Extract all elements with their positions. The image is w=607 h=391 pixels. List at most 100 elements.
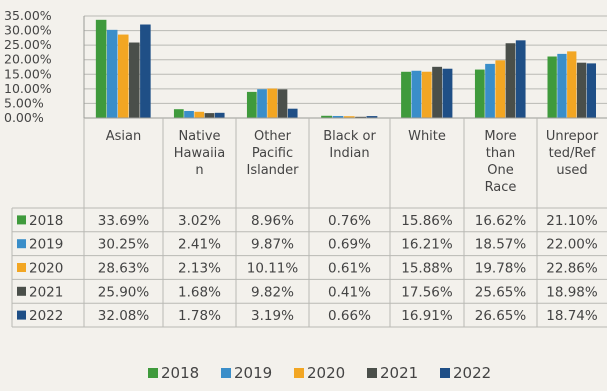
table-cell-value: 0.69% xyxy=(328,237,371,253)
category-label: Race xyxy=(485,180,517,195)
row-header-label: 2020 xyxy=(29,261,63,277)
category-label: Other xyxy=(254,129,292,144)
bar xyxy=(287,108,298,118)
table-cell-value: 0.66% xyxy=(328,308,371,324)
table-cell-value: 8.96% xyxy=(251,213,294,229)
table-cell-value: 22.86% xyxy=(546,261,598,277)
category-label: White xyxy=(408,129,446,144)
bar xyxy=(257,89,267,118)
legend-label: 2022 xyxy=(453,364,491,382)
row-header-label: 2019 xyxy=(29,237,63,253)
bar xyxy=(129,42,140,118)
table-cell-value: 25.65% xyxy=(475,284,527,300)
table-cell-value: 3.02% xyxy=(178,213,221,229)
bar xyxy=(173,109,184,118)
bar xyxy=(355,116,367,118)
table-cell-value: 9.82% xyxy=(251,284,294,300)
table-cell-value: 3.19% xyxy=(251,308,294,324)
y-tick-label: 20.00% xyxy=(4,52,52,67)
table-cell-value: 17.56% xyxy=(401,284,453,300)
legend-key xyxy=(440,368,450,378)
bar xyxy=(401,71,411,118)
bar xyxy=(432,66,443,118)
category-label: One xyxy=(487,163,513,178)
bar xyxy=(515,40,526,118)
bar xyxy=(277,89,288,118)
y-tick-label: 35.00% xyxy=(4,8,52,23)
table-cell-value: 19.78% xyxy=(475,261,527,277)
bar xyxy=(343,116,355,118)
category-label: than xyxy=(486,146,516,161)
category-label: Islander xyxy=(246,163,299,178)
row-header-label: 2021 xyxy=(29,284,63,300)
legend-label: 2020 xyxy=(307,364,345,382)
table-cell-value: 18.74% xyxy=(546,308,598,324)
category-label: Indian xyxy=(329,146,369,161)
table-cell-value: 10.11% xyxy=(247,261,299,277)
row-header-label: 2018 xyxy=(29,213,63,229)
category-label: Pacific xyxy=(252,146,293,161)
table-cell-value: 18.98% xyxy=(546,284,598,300)
bar xyxy=(106,29,118,118)
table-cell-value: 18.57% xyxy=(475,237,527,253)
bar xyxy=(442,68,453,118)
row-legend-key xyxy=(17,215,26,225)
bar xyxy=(214,112,225,118)
bar xyxy=(366,116,378,118)
bar xyxy=(547,56,557,118)
y-tick-label: 30.00% xyxy=(4,23,52,38)
bar xyxy=(411,70,422,118)
table-cell-value: 15.88% xyxy=(401,261,453,277)
bar xyxy=(95,19,107,118)
legend-key xyxy=(221,368,231,378)
table-cell-value: 33.69% xyxy=(98,213,150,229)
table-cell-value: 16.21% xyxy=(401,237,453,253)
bars xyxy=(95,19,596,119)
bar xyxy=(505,43,516,118)
legend-label: 2018 xyxy=(161,364,199,382)
category-label: Asian xyxy=(106,129,141,144)
table-cell-value: 0.41% xyxy=(328,284,371,300)
y-axis-ticks: 35.00%30.00%25.00%20.00%15.00%10.00%5.00… xyxy=(4,8,52,125)
category-label: used xyxy=(556,163,587,178)
bar xyxy=(474,69,485,118)
row-header-label: 2022 xyxy=(29,308,63,324)
category-label: Unrepor xyxy=(546,129,599,144)
table-cell-value: 16.91% xyxy=(401,308,453,324)
y-tick-label: 5.00% xyxy=(4,95,44,110)
table-cell-value: 0.76% xyxy=(328,213,371,229)
bar xyxy=(246,91,257,118)
y-tick-label: 0.00% xyxy=(4,110,44,125)
table-cell-value: 16.62% xyxy=(475,213,527,229)
plot-area xyxy=(84,16,607,118)
table-cell-value: 32.08% xyxy=(98,308,150,324)
legend: 2018 2019 2020 2021 2022 xyxy=(148,364,491,382)
category-label: More xyxy=(484,129,516,144)
table-cell-value: 0.61% xyxy=(328,261,371,277)
y-tick-label: 10.00% xyxy=(4,81,52,96)
bar xyxy=(117,34,129,119)
bar xyxy=(485,63,495,118)
legend-key xyxy=(294,368,304,378)
table-cell-value: 2.13% xyxy=(178,261,221,277)
table-cell-value: 9.87% xyxy=(251,237,294,253)
bar xyxy=(586,63,596,118)
bar xyxy=(567,51,577,119)
bar xyxy=(267,88,278,118)
category-label: n xyxy=(195,163,203,178)
row-legend-key xyxy=(17,310,26,320)
category-label: Black or xyxy=(323,129,376,144)
y-tick-label: 25.00% xyxy=(4,37,52,52)
table-cell-value: 21.10% xyxy=(546,213,598,229)
data-table: Asian Native Hawaiia n Other Pacific Islander B… xyxy=(11,117,607,328)
bar xyxy=(184,110,194,118)
category-label: ted/Ref xyxy=(549,146,596,161)
table-cell-value: 1.78% xyxy=(178,308,221,324)
bar xyxy=(332,115,344,118)
bar xyxy=(421,71,432,118)
table-cell-value: 28.63% xyxy=(98,261,150,277)
bar xyxy=(557,53,567,119)
row-legend-key xyxy=(17,263,26,272)
table-cell-value: 2.41% xyxy=(178,237,221,253)
